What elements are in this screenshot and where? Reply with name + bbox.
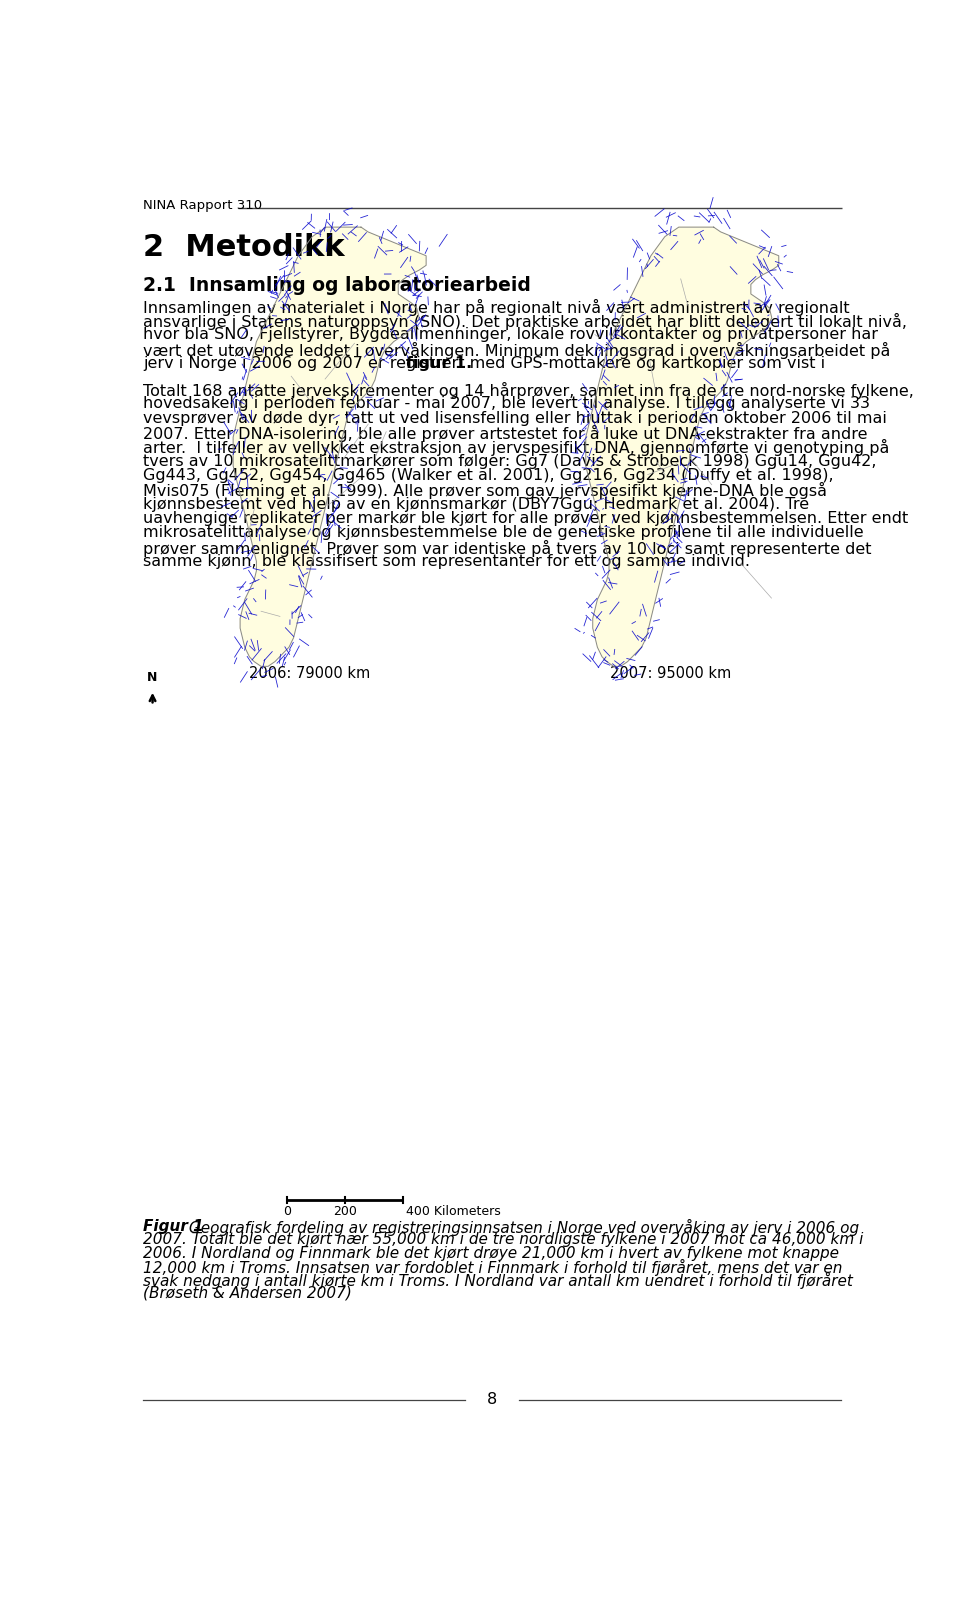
Text: prøver sammenlignet. Prøver som var identiske på tvers av 10 loci samt represent: prøver sammenlignet. Prøver som var iden…	[143, 539, 872, 557]
Text: NINA Rapport 310: NINA Rapport 310	[143, 199, 262, 212]
Text: svak nedgang i antall kjørte km i Troms. I Nordland var antall km uendret i forh: svak nedgang i antall kjørte km i Troms.…	[143, 1272, 853, 1290]
Text: 12,000 km i Troms. Innsatsen var fordoblet i Finnmark i forhold til fjøråret, me: 12,000 km i Troms. Innsatsen var fordobl…	[143, 1259, 843, 1277]
Text: 2006. I Nordland og Finnmark ble det kjørt drøye 21,000 km i hvert av fylkene mo: 2006. I Nordland og Finnmark ble det kjø…	[143, 1246, 839, 1261]
Text: Totalt 168 antatte jervekskrementer og 14 hårprøver, samlet inn fra de tre nord-: Totalt 168 antatte jervekskrementer og 1…	[143, 382, 914, 399]
Text: Mvis075 (Fleming et al. 1999). Alle prøver som gav jervspesifikt kjerne-DNA ble : Mvis075 (Fleming et al. 1999). Alle prøv…	[143, 483, 828, 499]
Text: 2007. Totalt ble det kjørt nær 55,000 km i de tre nordligste fylkene i 2007 mot : 2007. Totalt ble det kjørt nær 55,000 km…	[143, 1232, 864, 1248]
Text: ansvarlige i Statens naturoppsyn (SNO). Det praktiske arbeidet har blitt deleger: ansvarlige i Statens naturoppsyn (SNO). …	[143, 313, 907, 330]
Text: 400 Kilometers: 400 Kilometers	[406, 1205, 501, 1217]
Text: Geografisk fordeling av registreringsinnsatsen i Norge ved overvåking av jerv i : Geografisk fordeling av registreringsinn…	[183, 1219, 859, 1237]
Text: N: N	[148, 672, 157, 685]
Text: 200: 200	[333, 1205, 357, 1217]
Text: hovedsakelig i perioden februar - mai 2007, ble levert til analyse. I tillegg an: hovedsakelig i perioden februar - mai 20…	[143, 396, 871, 411]
Text: 2.1  Innsamling og laboratoriearbeid: 2.1 Innsamling og laboratoriearbeid	[143, 276, 531, 295]
Text: figur 1.: figur 1.	[406, 356, 472, 371]
Text: 8: 8	[487, 1392, 497, 1407]
Text: 2  Metodikk: 2 Metodikk	[143, 233, 345, 261]
Text: Figur 1: Figur 1	[143, 1219, 204, 1233]
Text: vevsprøver av døde dyr, tatt ut ved lisensfelling eller hiuttak i perioden oktob: vevsprøver av døde dyr, tatt ut ved lise…	[143, 411, 887, 425]
Text: kjønnsbestemt ved hjelp av en kjønnsmarkør (DBY7Ggu; Hedmark et al. 2004). Tre: kjønnsbestemt ved hjelp av en kjønnsmark…	[143, 497, 809, 512]
Text: Innsamlingen av materialet i Norge har på regionalt nivå vært administrert av re: Innsamlingen av materialet i Norge har p…	[143, 298, 850, 316]
Text: vært det utøvende leddet i overvåkingen. Minimum dekningsgrad i overvåkningsarbe: vært det utøvende leddet i overvåkingen.…	[143, 342, 891, 359]
Text: 2007. Etter DNA-isolering, ble alle prøver artstestet for å luke ut DNA-ekstrakt: 2007. Etter DNA-isolering, ble alle prøv…	[143, 425, 868, 443]
Polygon shape	[233, 228, 426, 666]
Text: tvers av 10 mikrosatelittmarkører som følger: Gg7 (Davis & Strobeck 1998) Ggu14,: tvers av 10 mikrosatelittmarkører som fø…	[143, 454, 876, 468]
Polygon shape	[586, 228, 779, 666]
Text: mikrosatelittanalyse og kjønnsbestemmelse ble de genetiske profilene til alle in: mikrosatelittanalyse og kjønnsbestemmels…	[143, 526, 864, 541]
Text: arter.  I tilfeller av vellykket ekstraksjon av jervspesifikt DNA, gjennomførte : arter. I tilfeller av vellykket ekstraks…	[143, 439, 890, 456]
Text: (Brøseth & Andersen 2007): (Brøseth & Andersen 2007)	[143, 1286, 352, 1301]
Text: jerv i Norge i 2006 og 2007 er registrert med GPS-mottakere og kartkopier som vi: jerv i Norge i 2006 og 2007 er registrer…	[143, 356, 830, 371]
Text: 2007: 95000 km: 2007: 95000 km	[610, 666, 731, 682]
Text: 0: 0	[282, 1205, 291, 1217]
Text: Gg443, Gg452, Gg454, Gg465 (Walker et al. 2001), Gg216, Gg234 (Duffy et al. 1998: Gg443, Gg452, Gg454, Gg465 (Walker et al…	[143, 468, 834, 483]
Text: hvor bla SNO, Fjellstyrer, Bygdeallmenninger, lokale rovviltkontakter og privatp: hvor bla SNO, Fjellstyrer, Bygdeallmenni…	[143, 327, 878, 342]
Text: samme kjønn, ble klassifisert som representanter for ett og samme individ.: samme kjønn, ble klassifisert som repres…	[143, 553, 751, 569]
Text: uavhengige replikater per markør ble kjørt for alle prøver ved kjønnsbestemmelse: uavhengige replikater per markør ble kjø…	[143, 512, 908, 526]
Text: 2006: 79000 km: 2006: 79000 km	[250, 666, 371, 682]
